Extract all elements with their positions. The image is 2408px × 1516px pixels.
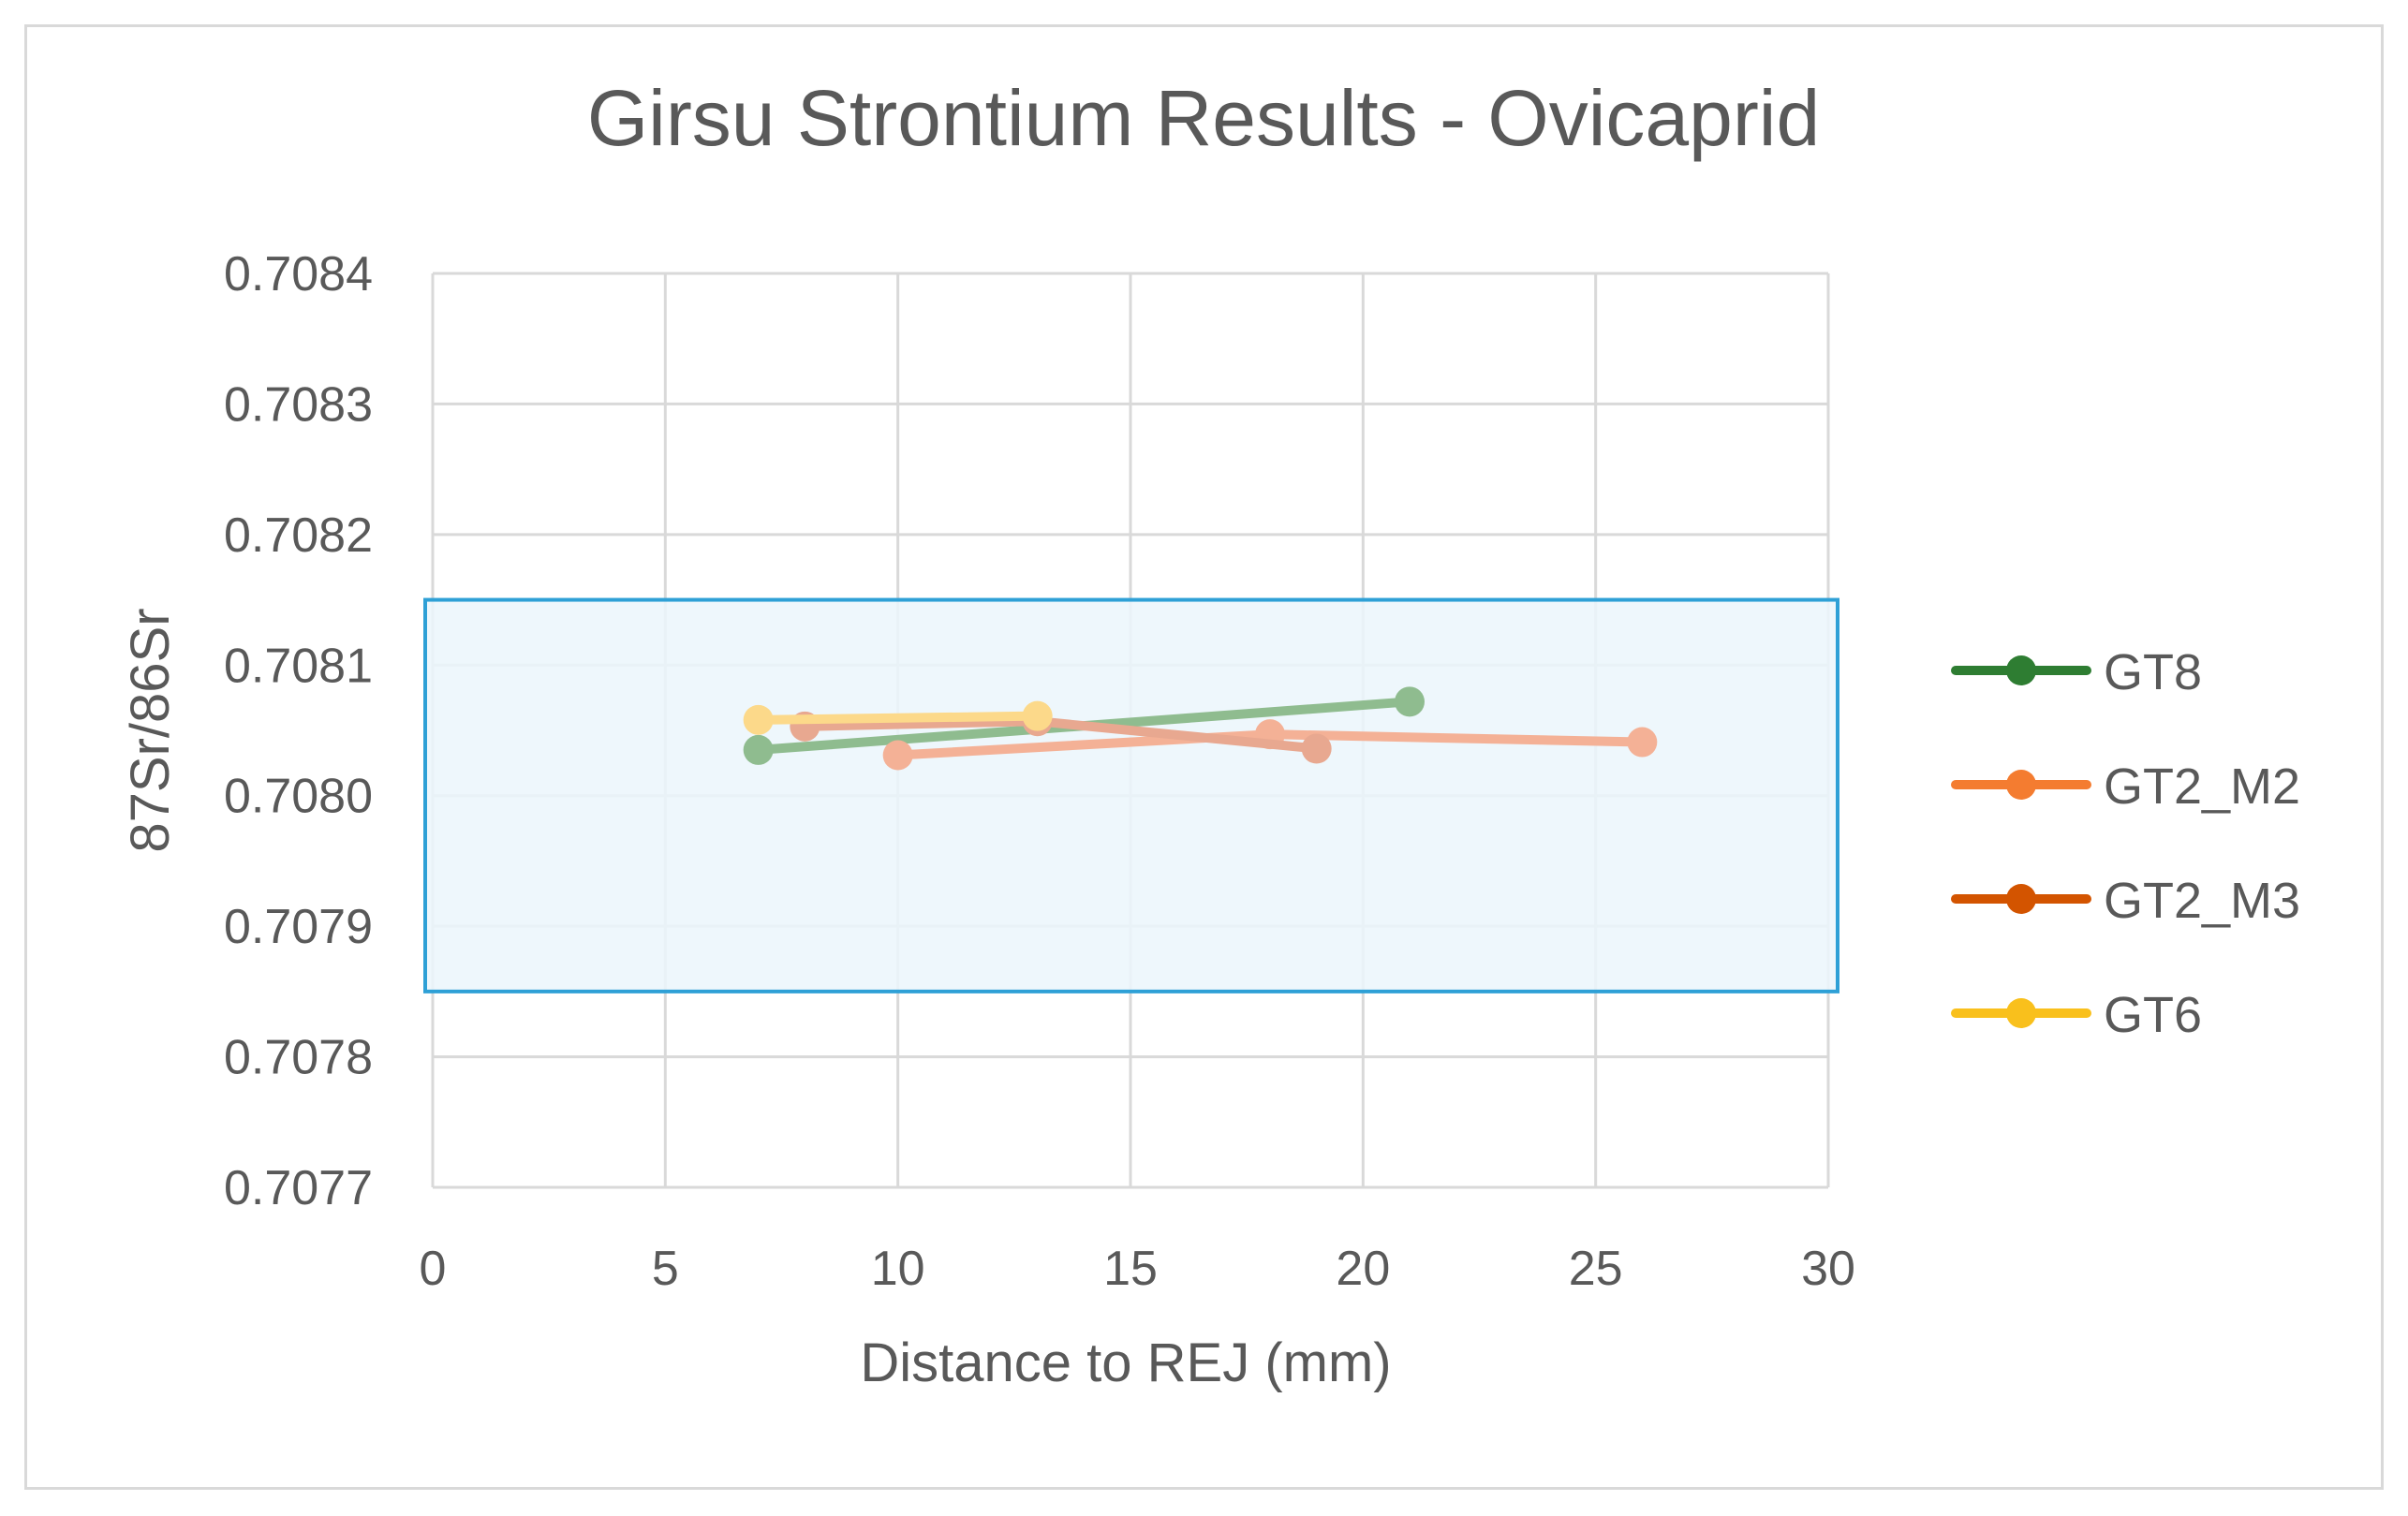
legend: GT8 GT2_M2 GT2_M3 GT6 — [1951, 644, 2300, 1043]
x-tick-label-5: 25 — [1569, 1242, 1623, 1296]
legend-swatch-marker — [2006, 998, 2036, 1028]
x-axis-label: Distance to REJ (mm) — [860, 1332, 1391, 1393]
series-GT6 — [743, 700, 1053, 735]
legend-label: GT2_M2 — [2104, 758, 2300, 815]
x-tick-label-0: 0 — [420, 1242, 447, 1296]
legend-swatch-marker — [2006, 884, 2036, 914]
x-tick-label-4: 20 — [1336, 1242, 1390, 1296]
x-axis-ticks: 0 5 10 15 20 25 30 — [420, 1242, 1855, 1296]
y-tick-label-7: 0.7084 — [224, 247, 373, 302]
data-point-GT2_M3-2 — [1301, 733, 1332, 764]
legend-item-GT8: GT8 — [1951, 644, 2202, 700]
chart-title: Girsu Strontium Results - Ovicaprid — [587, 74, 1820, 162]
legend-label: GT6 — [2104, 987, 2202, 1043]
legend-item-GT2_M2: GT2_M2 — [1951, 758, 2300, 815]
series-line-GT6 — [753, 711, 1042, 725]
reference-range — [423, 597, 1839, 993]
y-axis-ticks: 0.7077 0.7078 0.7079 0.7080 0.7081 0.7082 0.70… — [224, 247, 373, 1215]
legend-label: GT2_M3 — [2104, 873, 2300, 929]
legend-swatch-marker — [2006, 655, 2036, 685]
series-layer — [743, 686, 1658, 771]
data-point-GT6-0 — [743, 704, 774, 735]
x-tick-label-3: 15 — [1103, 1242, 1158, 1296]
data-point-GT6-1 — [1022, 700, 1053, 731]
legend-item-GT6: GT6 — [1951, 987, 2202, 1043]
legend-label: GT8 — [2104, 644, 2202, 700]
reference-range-band — [423, 597, 1839, 993]
legend-item-GT2_M3: GT2_M3 — [1951, 873, 2300, 929]
y-tick-label-4: 0.7081 — [224, 639, 373, 693]
x-tick-label-6: 30 — [1801, 1242, 1855, 1296]
data-point-GT8-0 — [743, 734, 774, 765]
data-point-GT2_M2-0 — [882, 740, 913, 771]
y-axis-label: 87Sr/86Sr — [120, 608, 181, 852]
x-tick-label-2: 10 — [871, 1242, 925, 1296]
y-tick-label-0: 0.7077 — [224, 1161, 373, 1215]
data-point-GT2_M2-2 — [1627, 727, 1658, 758]
data-point-GT8-1 — [1395, 686, 1425, 717]
x-tick-label-1: 5 — [652, 1242, 679, 1296]
legend-swatch-marker — [2006, 770, 2036, 800]
y-tick-label-5: 0.7082 — [224, 508, 373, 563]
y-tick-label-3: 0.7080 — [224, 770, 373, 824]
y-tick-label-1: 0.7078 — [224, 1031, 373, 1085]
y-tick-label-6: 0.7083 — [224, 377, 373, 432]
y-tick-label-2: 0.7079 — [224, 900, 373, 954]
